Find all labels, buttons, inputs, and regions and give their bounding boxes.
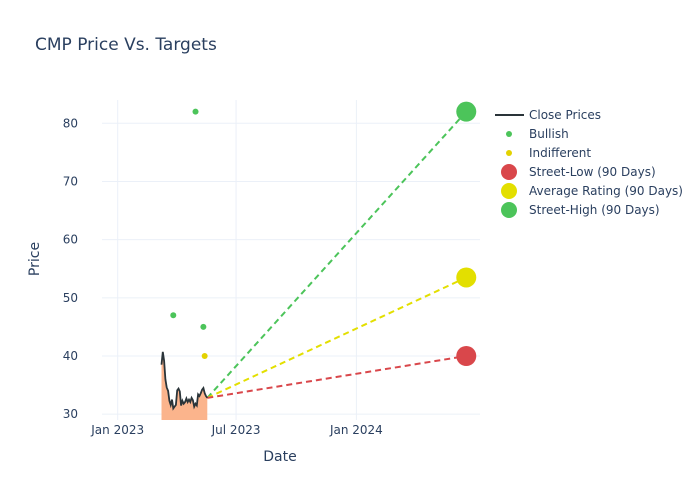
y-tick-label: 70 xyxy=(63,174,78,188)
legend-item-bullish[interactable]: Bullish xyxy=(506,127,569,141)
y-tick-label: 40 xyxy=(63,349,78,363)
x-tick-label: Jan 2024 xyxy=(329,423,383,437)
street-high-projection-line xyxy=(206,110,468,399)
x-tick-label: Jul 2023 xyxy=(211,423,261,437)
y-tick-label: 80 xyxy=(63,116,78,130)
y-tick-label: 50 xyxy=(63,291,78,305)
bullish-point xyxy=(200,323,207,330)
street-low-projection-line xyxy=(207,355,467,399)
legend-label: Bullish xyxy=(529,127,569,141)
legend-label: Close Prices xyxy=(529,108,601,122)
legend-label: Street-Low (90 Days) xyxy=(529,165,656,179)
legend-swatch-dot xyxy=(506,150,512,156)
average-rating-projection-line xyxy=(206,276,467,399)
bullish-point xyxy=(170,312,177,319)
close-price-line xyxy=(160,351,209,411)
legend-label: Street-High (90 Days) xyxy=(529,203,660,217)
y-axis-ticks: 30 40 50 60 70 80 xyxy=(63,116,78,421)
legend-swatch-marker xyxy=(501,183,517,199)
legend-swatch-marker xyxy=(501,202,517,218)
legend-label: Indifferent xyxy=(529,146,591,160)
plot-area xyxy=(160,101,477,420)
y-tick-label: 60 xyxy=(63,233,78,247)
y-tick-label: 30 xyxy=(63,407,78,421)
legend-item-average[interactable]: Average Rating (90 Days) xyxy=(501,183,683,199)
y-axis-label: Price xyxy=(27,242,43,276)
legend-item-street-high[interactable]: Street-High (90 Days) xyxy=(501,202,660,218)
legend-item-close[interactable]: Close Prices xyxy=(495,108,601,122)
bullish-point xyxy=(192,108,199,115)
average-rating-marker xyxy=(456,267,477,288)
x-axis-label: Date xyxy=(263,449,296,465)
legend-label: Average Rating (90 Days) xyxy=(529,184,683,198)
grid xyxy=(102,100,480,420)
x-tick-label: Jan 2023 xyxy=(90,423,144,437)
legend-swatch-dot xyxy=(506,131,512,137)
indifferent-point xyxy=(201,353,208,359)
close-price-area xyxy=(161,351,208,420)
legend-item-street-low[interactable]: Street-Low (90 Days) xyxy=(501,164,656,180)
street-high-marker xyxy=(456,101,477,122)
legend[interactable]: Close Prices Bullish Indifferent Street-Low… xyxy=(495,108,683,218)
x-axis-ticks: Jan 2023 Jul 2023 Jan 2024 xyxy=(90,423,383,437)
legend-swatch-marker xyxy=(501,164,517,180)
chart-title: CMP Price Vs. Targets xyxy=(35,35,217,55)
street-low-marker xyxy=(456,346,477,366)
legend-item-indifferent[interactable]: Indifferent xyxy=(506,146,591,160)
